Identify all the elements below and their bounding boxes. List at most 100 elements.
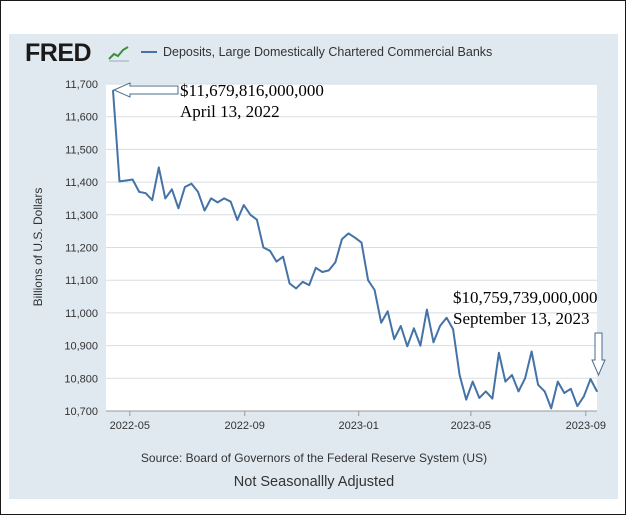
data-point[interactable] (570, 387, 572, 390)
legend-swatch (141, 51, 157, 53)
data-point[interactable] (164, 197, 167, 200)
data-point[interactable] (399, 325, 402, 327)
data-point[interactable] (334, 261, 337, 264)
data-point[interactable] (537, 384, 539, 386)
x-axis-ticks: 2022-05 2022-09 2023-01 2023-05 2023-09 (106, 410, 606, 432)
data-point[interactable] (576, 405, 579, 407)
data-point[interactable] (236, 219, 239, 221)
data-point[interactable] (524, 377, 526, 380)
data-point[interactable] (131, 178, 134, 181)
series-group (112, 89, 598, 410)
y-tick-label: 11,200 (65, 243, 98, 255)
data-point[interactable] (550, 407, 553, 410)
data-point[interactable] (458, 374, 461, 376)
y-tick-label: 11,700 (65, 79, 98, 91)
data-point[interactable] (583, 395, 585, 398)
data-point[interactable] (328, 269, 330, 272)
data-point[interactable] (413, 327, 415, 330)
data-point[interactable] (184, 186, 186, 188)
data-point[interactable] (432, 341, 435, 344)
data-point[interactable] (354, 236, 356, 239)
data-point[interactable] (177, 207, 180, 210)
data-point[interactable] (151, 199, 154, 201)
down-arrow-icon (591, 332, 606, 377)
data-point[interactable] (282, 255, 284, 258)
data-point[interactable] (360, 241, 363, 244)
data-point[interactable] (347, 232, 350, 235)
data-point[interactable] (556, 380, 559, 383)
data-point[interactable] (171, 188, 173, 191)
data-point[interactable] (229, 200, 232, 203)
y-tick-label: 10,700 (64, 406, 98, 418)
data-point[interactable] (445, 317, 448, 319)
legend[interactable]: Deposits, Large Domestically Chartered C… (141, 45, 492, 59)
data-point[interactable] (439, 325, 441, 327)
data-point[interactable] (223, 197, 225, 200)
data-point[interactable] (393, 338, 396, 340)
data-point[interactable] (321, 271, 324, 273)
data-point[interactable] (275, 260, 278, 263)
annotation-start: $11,679,816,000,000 April 13, 2022 (112, 81, 324, 121)
y-axis-ticks: 10,700 10,800 10,900 11,000 11,100 11,200 11,3… (64, 79, 98, 418)
data-point[interactable] (426, 308, 428, 311)
data-point[interactable] (203, 209, 206, 212)
data-point[interactable] (419, 344, 422, 347)
data-point[interactable] (517, 390, 520, 393)
data-point[interactable] (216, 201, 219, 204)
data-point[interactable] (485, 390, 487, 393)
data-point[interactable] (498, 351, 500, 354)
data-point[interactable] (243, 204, 245, 206)
data-point[interactable] (269, 249, 271, 252)
data-point[interactable] (295, 287, 297, 290)
fred-logo[interactable]: FRED (25, 39, 92, 67)
x-tick-label: 2023-09 (566, 420, 606, 432)
data-point[interactable] (465, 398, 467, 401)
data-point[interactable] (491, 397, 494, 400)
data-point[interactable] (288, 282, 291, 285)
data-point[interactable] (125, 179, 127, 182)
legend-label: Deposits, Large Domestically Chartered C… (163, 45, 493, 59)
data-point[interactable] (373, 289, 376, 291)
data-point[interactable] (596, 390, 598, 393)
x-tick-label: 2023-05 (451, 420, 491, 432)
data-point[interactable] (118, 180, 121, 183)
y-tick-label: 10,900 (64, 341, 98, 353)
data-point[interactable] (301, 281, 304, 283)
data-point[interactable] (249, 214, 252, 216)
data-point[interactable] (452, 328, 454, 331)
data-point[interactable] (511, 374, 513, 376)
data-point[interactable] (543, 390, 546, 393)
y-tick-label: 11,100 (65, 275, 98, 287)
data-point[interactable] (144, 192, 147, 195)
y-axis-label: Billions of U.S. Dollars (31, 188, 45, 307)
y-tick-label: 11,600 (65, 112, 98, 124)
data-point[interactable] (256, 218, 258, 221)
y-tick-label: 11,300 (65, 210, 98, 222)
data-point[interactable] (563, 392, 566, 394)
seasonal-adjustment-note: Not Seasonallly Adjusted (233, 474, 395, 490)
data-point[interactable] (308, 284, 311, 286)
data-point[interactable] (386, 310, 389, 313)
data-point[interactable] (504, 380, 507, 383)
data-point[interactable] (478, 397, 481, 399)
data-point[interactable] (190, 182, 193, 185)
data-point[interactable] (367, 279, 369, 282)
data-point[interactable] (157, 166, 160, 169)
annotation-start-date: April 13, 2022 (180, 102, 280, 121)
data-point[interactable] (341, 238, 343, 241)
data-point[interactable] (471, 380, 474, 383)
annotation-end: $10,759,739,000,000 September 13, 2023 (453, 288, 606, 377)
annotation-end-value: $10,759,739,000,000 (453, 288, 598, 307)
x-tick-label: 2022-09 (225, 420, 265, 432)
data-point[interactable] (406, 345, 409, 348)
data-point[interactable] (314, 266, 317, 269)
data-point[interactable] (138, 191, 140, 193)
data-point[interactable] (197, 191, 199, 193)
data-point[interactable] (262, 246, 265, 249)
data-point[interactable] (380, 321, 382, 324)
data-point[interactable] (210, 197, 212, 200)
data-point[interactable] (589, 378, 592, 380)
data-point[interactable] (530, 350, 533, 353)
